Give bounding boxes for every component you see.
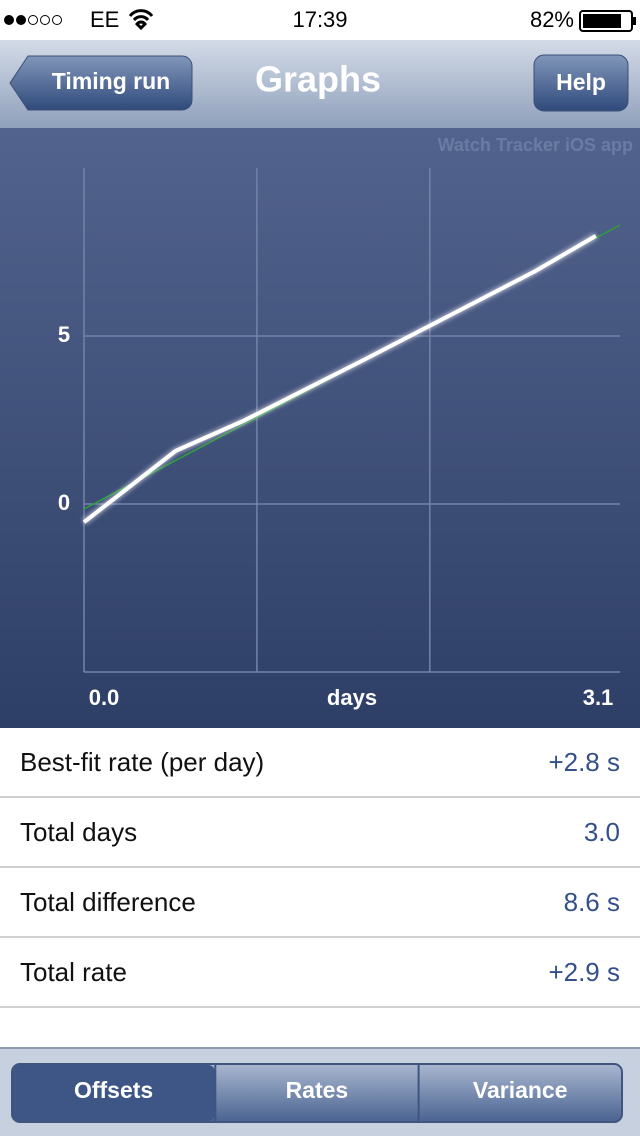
table: Best-fit rate (per day) +2.8 s Total days 3… xyxy=(0,747,640,1008)
data-line xyxy=(82,234,597,524)
status-bar xyxy=(0,0,640,40)
segment-label[interactable]: Variance xyxy=(473,1077,568,1103)
y-tick-label: 5 xyxy=(58,322,70,347)
plot: 0 5 0.0 3.1 days xyxy=(58,168,621,710)
y-tick-label: 0 xyxy=(58,490,70,515)
row-value: 3.0 xyxy=(584,817,620,847)
row-label: Total rate xyxy=(20,957,127,987)
row-label: Best-fit rate (per day) xyxy=(20,747,264,777)
nav-title: Graphs xyxy=(255,59,381,100)
battery-icon xyxy=(579,10,636,32)
chart-panel xyxy=(0,128,640,728)
row-label: Total difference xyxy=(20,887,196,917)
row-value: +2.8 s xyxy=(548,747,620,777)
clock: 17:39 xyxy=(292,7,347,32)
row-label: Total days xyxy=(20,817,137,847)
x-tick-label: 0.0 xyxy=(89,685,120,710)
back-label[interactable]: Timing run xyxy=(52,68,170,94)
segment-label[interactable]: Offsets xyxy=(74,1077,153,1103)
wifi-icon xyxy=(128,9,154,31)
row-value: 8.6 s xyxy=(564,887,620,917)
signal xyxy=(4,15,62,25)
battery-percent: 82% xyxy=(530,7,574,32)
segmented-control: Offsets Rates Variance xyxy=(11,1063,623,1123)
segment-selected[interactable] xyxy=(13,1065,215,1121)
help-button[interactable] xyxy=(533,54,629,112)
row-value: +2.9 s xyxy=(548,957,620,987)
segment-label[interactable]: Rates xyxy=(286,1077,349,1103)
watermark: Watch Tracker iOS app xyxy=(438,135,633,155)
x-tick-label: 3.1 xyxy=(583,685,614,710)
x-axis-label: days xyxy=(327,685,377,710)
carrier: EE xyxy=(90,7,119,32)
back-button[interactable] xyxy=(9,55,193,111)
help-label[interactable]: Help xyxy=(556,69,606,95)
